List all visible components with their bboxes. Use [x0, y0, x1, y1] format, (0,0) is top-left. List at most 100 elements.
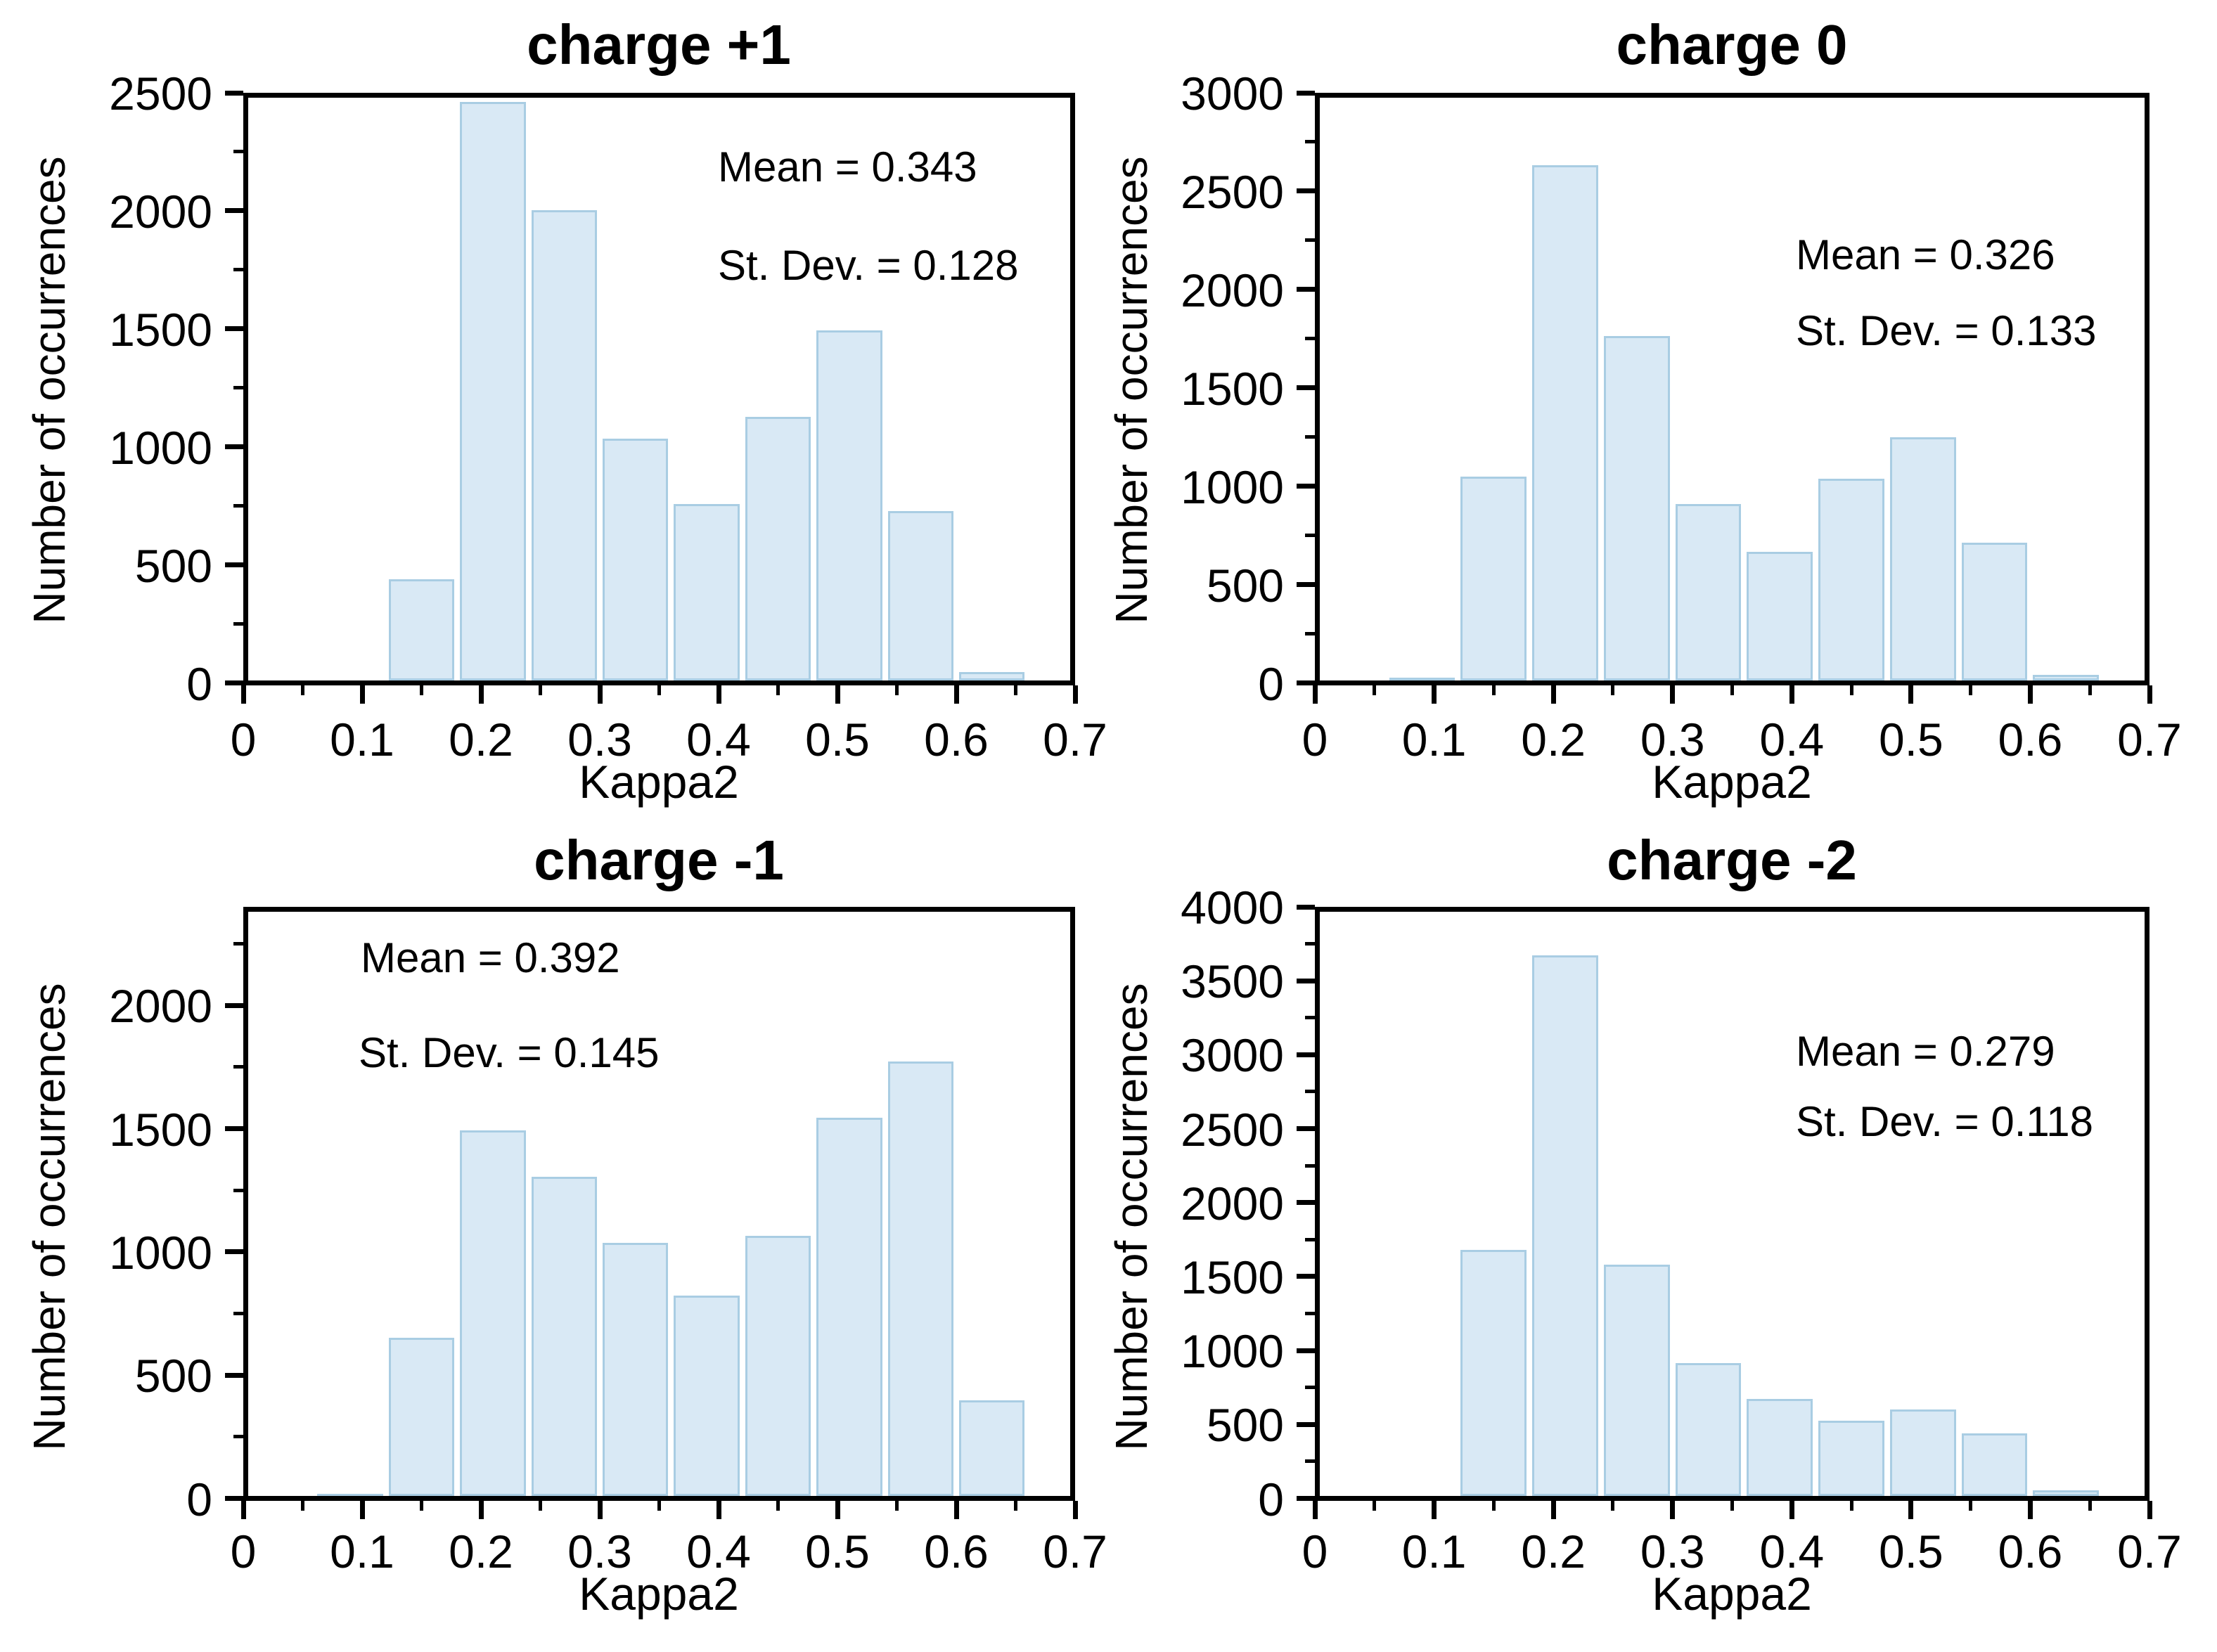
x-minor-tick: [1849, 685, 1853, 695]
x-major-tick: [1550, 685, 1556, 704]
y-tick-label: 2000: [109, 185, 212, 238]
x-minor-tick: [1014, 685, 1017, 695]
x-tick-label: 0: [230, 1525, 257, 1577]
x-minor-tick: [420, 685, 423, 695]
plot-frame: [1315, 907, 2149, 1501]
y-tick-label: 2000: [1181, 264, 1284, 316]
x-major-tick: [716, 685, 721, 704]
histogram-bar: [1675, 1363, 1742, 1496]
y-minor-tick: [233, 386, 243, 390]
y-tick-label: 2500: [1181, 1103, 1284, 1156]
y-minor-tick: [1305, 1016, 1315, 1020]
y-major-tick: [225, 90, 243, 96]
y-minor-tick: [1305, 1237, 1315, 1241]
x-major-tick: [2147, 685, 2152, 704]
y-major-tick: [225, 562, 243, 568]
histogram-bar: [1460, 477, 1527, 680]
mean-annotation: Mean = 0.326: [1796, 231, 2055, 278]
y-minor-tick: [233, 942, 243, 946]
x-major-tick: [835, 685, 840, 704]
mean-annotation: Mean = 0.392: [361, 934, 620, 981]
x-major-tick: [478, 685, 484, 704]
x-major-tick: [716, 1501, 721, 1519]
y-tick-label: 1500: [1181, 1251, 1284, 1303]
x-major-tick: [835, 1501, 840, 1519]
x-tick-label: 0.7: [1043, 1525, 1107, 1577]
histogram-bar: [1603, 336, 1670, 680]
histogram-bar: [1889, 437, 1956, 680]
y-minor-tick: [1305, 632, 1315, 636]
x-major-tick: [1312, 1501, 1318, 1519]
y-tick-label: 3500: [1181, 955, 1284, 1008]
x-major-tick: [478, 1501, 484, 1519]
x-tick-label: 0.3: [1640, 714, 1705, 766]
y-minor-tick: [233, 504, 243, 508]
y-minor-tick: [233, 150, 243, 154]
y-major-tick: [225, 208, 243, 214]
y-tick-label: 1500: [109, 1103, 212, 1156]
histogram-bar: [460, 102, 526, 680]
x-minor-tick: [657, 1501, 661, 1511]
y-minor-tick: [233, 622, 243, 626]
x-tick-label: 0.4: [1759, 1525, 1825, 1577]
y-tick-label: 500: [1206, 1399, 1284, 1452]
y-minor-tick: [233, 1188, 243, 1192]
x-minor-tick: [1491, 685, 1496, 695]
x-major-tick: [1789, 1501, 1794, 1519]
histogram-bar: [816, 330, 882, 680]
x-tick-label: 0.5: [1878, 1525, 1943, 1577]
x-tick-label: 0.4: [1759, 714, 1825, 766]
x-major-tick: [1312, 685, 1318, 704]
y-minor-tick: [1305, 337, 1315, 341]
x-minor-tick: [776, 685, 780, 695]
y-major-tick: [225, 680, 243, 685]
histogram-bar: [1532, 165, 1598, 680]
x-minor-tick: [1373, 685, 1377, 695]
x-tick-label: 0.3: [567, 1525, 632, 1577]
y-minor-tick: [1305, 1163, 1315, 1168]
y-major-tick: [1297, 90, 1315, 96]
y-tick-label: 3000: [1181, 67, 1284, 120]
x-major-tick: [953, 1501, 959, 1519]
x-minor-tick: [657, 685, 661, 695]
y-minor-tick: [1305, 942, 1315, 946]
y-minor-tick: [233, 268, 243, 272]
stdev-annotation: St. Dev. = 0.133: [1796, 307, 2097, 354]
y-tick-label: 500: [134, 1350, 212, 1402]
histogram-bar: [388, 579, 455, 680]
x-tick-label: 0.2: [1521, 1525, 1586, 1577]
x-axis-title: Kappa2: [579, 756, 739, 808]
chart-title-charge-0: charge 0: [1616, 13, 1848, 76]
y-minor-tick: [1305, 1312, 1315, 1316]
x-major-tick: [240, 1501, 246, 1519]
y-major-tick: [1297, 287, 1315, 292]
histogram-bar: [2033, 1490, 2100, 1496]
histogram-bar: [887, 511, 953, 680]
y-minor-tick: [1305, 238, 1315, 243]
y-major-tick: [1297, 680, 1315, 685]
y-tick-label: 4000: [1181, 882, 1284, 934]
x-tick-label: 0.1: [330, 714, 394, 766]
histogram-bar: [887, 1061, 953, 1496]
x-major-tick: [1670, 1501, 1676, 1519]
x-major-tick: [1432, 685, 1437, 704]
x-axis-title: Kappa2: [1652, 1568, 1812, 1620]
y-major-tick: [225, 1002, 243, 1008]
mean-annotation: Mean = 0.279: [1796, 1028, 2055, 1075]
mean-annotation: Mean = 0.343: [718, 143, 977, 191]
y-major-tick: [1297, 1421, 1315, 1427]
histogram-bar: [1889, 1409, 1956, 1496]
y-minor-tick: [1305, 1459, 1315, 1464]
x-minor-tick: [1969, 1501, 1973, 1511]
y-major-tick: [1297, 978, 1315, 983]
plot-frame: [243, 907, 1075, 1501]
x-tick-label: 0.5: [805, 714, 870, 766]
y-tick-label: 1000: [1181, 1325, 1284, 1378]
x-tick-label: 0.2: [449, 1525, 513, 1577]
y-major-tick: [1297, 904, 1315, 910]
x-minor-tick: [895, 1501, 899, 1511]
y-tick-label: 2500: [109, 67, 212, 120]
y-tick-label: 2000: [109, 980, 212, 1033]
y-tick-label: 0: [186, 657, 212, 710]
y-minor-tick: [1305, 534, 1315, 538]
